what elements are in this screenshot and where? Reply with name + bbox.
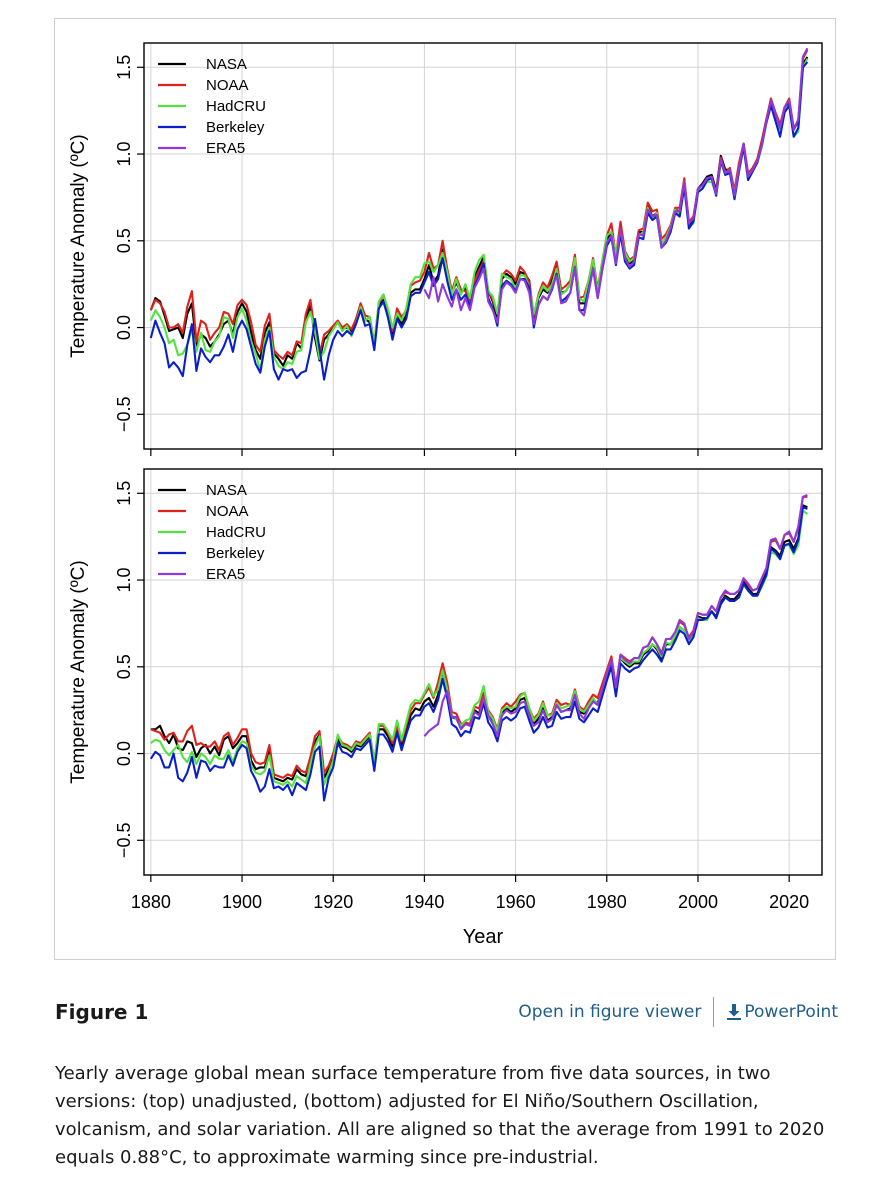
legend: NASA NOAA HadCRU Berkeley ERA5 bbox=[158, 482, 266, 583]
legend-label: ERA5 bbox=[206, 140, 245, 157]
powerpoint-label: PowerPoint bbox=[744, 1002, 838, 1022]
x-tick-label: 1960 bbox=[496, 892, 536, 912]
legend-label: NASA bbox=[206, 482, 247, 499]
x-tick-label: 1920 bbox=[313, 892, 353, 912]
y-tick-label: 1.0 bbox=[114, 568, 134, 593]
download-icon bbox=[727, 1004, 742, 1020]
plot-border bbox=[143, 42, 823, 450]
series-line-berkeley bbox=[149, 506, 808, 802]
chart-panel-top: −0.5 0.0 0.5 1.0 1.5 Temperature Anomaly (ºC)… bbox=[68, 42, 823, 456]
plot-border bbox=[143, 468, 823, 876]
y-tick-label: 0.5 bbox=[114, 654, 134, 679]
y-tick-label: 1.0 bbox=[114, 142, 134, 167]
legend-label: Berkeley bbox=[206, 119, 265, 136]
figure-caption: Yearly average global mean surface tempe… bbox=[55, 1063, 825, 1168]
open-figure-viewer-link[interactable]: Open in figure viewer bbox=[518, 1002, 702, 1022]
x-tick-label: 2020 bbox=[769, 892, 809, 912]
x-tick-label: 1900 bbox=[222, 892, 262, 912]
x-tick-label: 1940 bbox=[404, 892, 444, 912]
y-tick-label: 0.0 bbox=[114, 741, 134, 766]
legend-label: NOAA bbox=[206, 503, 249, 520]
legend: NASA NOAA HadCRU Berkeley ERA5 bbox=[158, 56, 266, 157]
x-tick-label: 1880 bbox=[131, 892, 171, 912]
y-tick-label: −0.5 bbox=[114, 397, 134, 433]
series-line-era5 bbox=[423, 494, 808, 738]
legend-label: NOAA bbox=[206, 77, 249, 94]
figure-actions: Open in figure viewer PowerPoint bbox=[518, 997, 838, 1027]
figure-frame[interactable]: −0.5 0.0 0.5 1.0 1.5 Temperature Anomaly (ºC)… bbox=[54, 18, 836, 960]
temperature-chart: −0.5 0.0 0.5 1.0 1.5 Temperature Anomaly (ºC)… bbox=[68, 42, 823, 948]
x-tick-label: 2000 bbox=[678, 892, 718, 912]
x-tick-label: 1980 bbox=[587, 892, 627, 912]
legend-label: ERA5 bbox=[206, 566, 245, 583]
y-tick-label: 1.5 bbox=[114, 55, 134, 80]
y-axis-title: Temperature Anomaly (ºC) bbox=[68, 134, 89, 357]
legend-label: NASA bbox=[206, 56, 247, 73]
actions-divider bbox=[713, 997, 715, 1027]
series-line-hadcru bbox=[150, 509, 809, 788]
y-tick-label: 0.0 bbox=[114, 315, 134, 340]
legend-label: HadCRU bbox=[206, 524, 266, 541]
y-tick-label: 1.5 bbox=[114, 481, 134, 506]
legend-label: HadCRU bbox=[206, 98, 266, 115]
series-line-noaa bbox=[149, 49, 809, 360]
y-tick-label: 0.5 bbox=[114, 228, 134, 253]
y-axis-title: Temperature Anomaly (ºC) bbox=[68, 560, 89, 783]
figure-label: Figure 1 bbox=[55, 1000, 149, 1024]
legend-label: Berkeley bbox=[206, 545, 265, 562]
powerpoint-download-link[interactable]: PowerPoint bbox=[726, 1002, 838, 1022]
x-axis-title: Year bbox=[463, 926, 504, 948]
y-tick-label: −0.5 bbox=[114, 823, 134, 859]
chart-panel-bottom: −0.5 0.0 0.5 1.0 1.5 Temperature Anomaly (ºC)… bbox=[68, 468, 823, 948]
series-line-era5 bbox=[423, 47, 809, 326]
